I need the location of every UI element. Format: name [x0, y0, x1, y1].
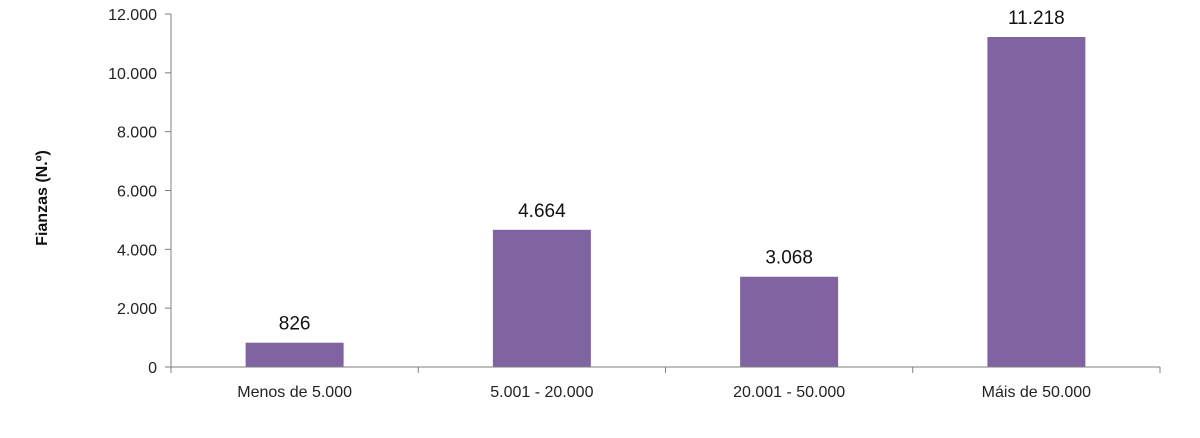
y-axis-title-group: Fianzas (N.º): [34, 150, 51, 246]
bar-data-label: 11.218: [1008, 8, 1065, 29]
bar-data-label: 826: [279, 314, 311, 335]
x-axis-ticks: Menos de 5.000 5.001 - 20.000 20.001 - 50.…: [170, 367, 1161, 401]
y-tick-label: 6.000: [117, 184, 157, 201]
bar: [245, 342, 344, 367]
y-tick-label: 2.000: [117, 301, 157, 318]
bar-data-label: 4.664: [518, 201, 566, 222]
x-category-label: Máis de 50.000: [982, 384, 1092, 401]
y-axis-title: Fianzas (N.º): [34, 150, 51, 246]
bar: [740, 276, 839, 367]
y-tick-label: 0: [148, 360, 157, 377]
data-labels: 826 4.664 3.068 11.218: [279, 8, 1065, 335]
y-tick-label: 8.000: [117, 125, 157, 142]
x-category-label: 20.001 - 50.000: [733, 384, 845, 401]
y-tick-label: 12.000: [108, 7, 157, 24]
bar: [987, 37, 1086, 367]
y-tick-label: 4.000: [117, 242, 157, 259]
bars: [245, 37, 1086, 367]
bar-data-label: 3.068: [765, 248, 813, 269]
x-category-label: Menos de 5.000: [237, 384, 352, 401]
y-axis-ticks: 0 2.000 4.000 6.000 8.000 10.000 12.000: [108, 7, 171, 377]
x-category-label: 5.001 - 20.000: [490, 384, 593, 401]
bar: [492, 229, 591, 367]
y-tick-label: 10.000: [108, 66, 157, 83]
